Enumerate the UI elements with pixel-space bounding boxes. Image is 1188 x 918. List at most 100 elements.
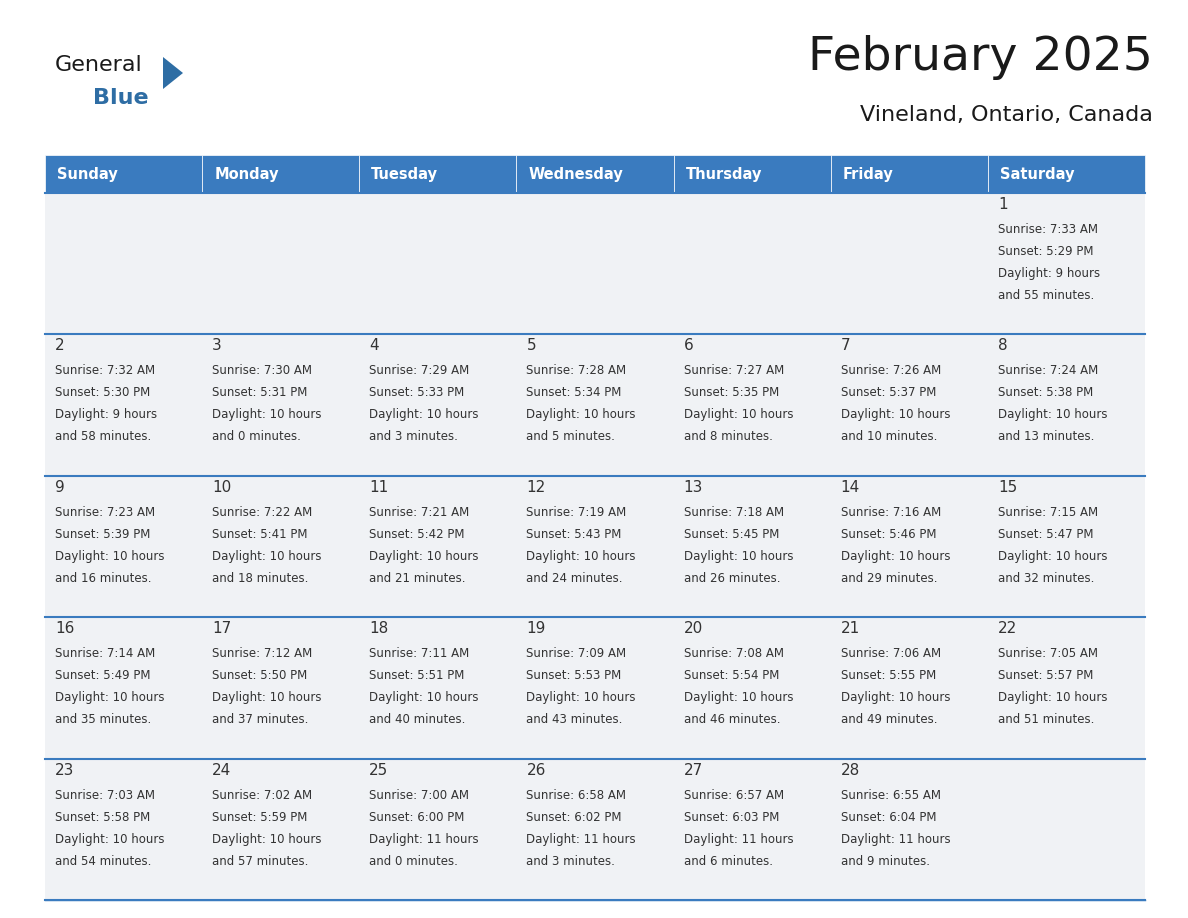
Text: Sunset: 6:03 PM: Sunset: 6:03 PM	[683, 811, 779, 823]
Bar	[517, 476, 674, 504]
Bar	[517, 193, 674, 334]
Bar	[45, 193, 202, 334]
Bar	[674, 193, 830, 334]
Text: 23: 23	[55, 763, 75, 778]
Text: Daylight: 10 hours: Daylight: 10 hours	[213, 550, 322, 563]
Text: and 26 minutes.: and 26 minutes.	[683, 572, 781, 585]
Text: Daylight: 10 hours: Daylight: 10 hours	[369, 409, 479, 421]
Text: Daylight: 10 hours: Daylight: 10 hours	[213, 409, 322, 421]
Bar	[359, 334, 517, 363]
Bar	[674, 334, 830, 363]
Text: Sunset: 5:34 PM: Sunset: 5:34 PM	[526, 386, 621, 399]
Text: Saturday: Saturday	[1000, 166, 1074, 182]
Text: Sunrise: 7:05 AM: Sunrise: 7:05 AM	[998, 647, 1098, 660]
Bar	[202, 617, 359, 758]
Bar	[359, 617, 517, 758]
Text: Sunset: 5:31 PM: Sunset: 5:31 PM	[213, 386, 308, 399]
Text: and 6 minutes.: and 6 minutes.	[683, 855, 772, 868]
Text: Sunrise: 7:08 AM: Sunrise: 7:08 AM	[683, 647, 784, 660]
Text: and 58 minutes.: and 58 minutes.	[55, 431, 151, 443]
Text: 26: 26	[526, 763, 545, 778]
Bar	[45, 334, 202, 476]
Text: Sunrise: 7:32 AM: Sunrise: 7:32 AM	[55, 364, 156, 377]
Text: 3: 3	[213, 339, 222, 353]
Text: 27: 27	[683, 763, 703, 778]
Bar	[830, 758, 988, 900]
Text: and 9 minutes.: and 9 minutes.	[841, 855, 930, 868]
Bar	[45, 617, 202, 758]
Bar	[359, 617, 517, 645]
Bar	[202, 476, 359, 504]
Text: Sunset: 5:37 PM: Sunset: 5:37 PM	[841, 386, 936, 399]
Text: 21: 21	[841, 621, 860, 636]
Text: Friday: Friday	[842, 166, 893, 182]
Text: Daylight: 10 hours: Daylight: 10 hours	[526, 550, 636, 563]
Text: Sunrise: 7:19 AM: Sunrise: 7:19 AM	[526, 506, 627, 519]
Bar	[517, 334, 674, 363]
Text: Daylight: 11 hours: Daylight: 11 hours	[526, 833, 636, 845]
Bar	[359, 476, 517, 504]
Bar	[359, 476, 517, 617]
Text: 25: 25	[369, 763, 388, 778]
Text: 24: 24	[213, 763, 232, 778]
Text: and 49 minutes.: and 49 minutes.	[841, 713, 937, 726]
Text: Sunrise: 6:55 AM: Sunrise: 6:55 AM	[841, 789, 941, 801]
Text: and 54 minutes.: and 54 minutes.	[55, 855, 151, 868]
Text: Wednesday: Wednesday	[529, 166, 624, 182]
Bar	[517, 758, 674, 900]
Bar	[830, 476, 988, 617]
Text: Sunrise: 7:23 AM: Sunrise: 7:23 AM	[55, 506, 156, 519]
Polygon shape	[163, 57, 183, 89]
Text: and 57 minutes.: and 57 minutes.	[213, 855, 309, 868]
Text: 6: 6	[683, 339, 694, 353]
Bar	[988, 476, 1145, 617]
Text: Daylight: 10 hours: Daylight: 10 hours	[526, 409, 636, 421]
Bar	[202, 758, 359, 900]
Bar	[674, 617, 830, 645]
Text: and 40 minutes.: and 40 minutes.	[369, 713, 466, 726]
Text: and 0 minutes.: and 0 minutes.	[369, 855, 459, 868]
Text: and 8 minutes.: and 8 minutes.	[683, 431, 772, 443]
Bar	[674, 476, 830, 617]
Text: Sunset: 5:49 PM: Sunset: 5:49 PM	[55, 669, 151, 682]
Text: Daylight: 10 hours: Daylight: 10 hours	[683, 550, 794, 563]
Bar	[988, 155, 1145, 193]
Text: and 55 minutes.: and 55 minutes.	[998, 289, 1094, 302]
Bar	[45, 155, 202, 193]
Bar	[674, 155, 830, 193]
Text: Sunset: 5:43 PM: Sunset: 5:43 PM	[526, 528, 621, 541]
Text: and 46 minutes.: and 46 minutes.	[683, 713, 781, 726]
Text: Daylight: 10 hours: Daylight: 10 hours	[526, 691, 636, 704]
Text: Sunset: 5:29 PM: Sunset: 5:29 PM	[998, 245, 1093, 258]
Text: and 32 minutes.: and 32 minutes.	[998, 572, 1094, 585]
Bar	[202, 193, 359, 334]
Text: 5: 5	[526, 339, 536, 353]
Text: 13: 13	[683, 480, 703, 495]
Text: Sunrise: 7:16 AM: Sunrise: 7:16 AM	[841, 506, 941, 519]
Text: Daylight: 10 hours: Daylight: 10 hours	[213, 691, 322, 704]
Text: Sunset: 5:35 PM: Sunset: 5:35 PM	[683, 386, 779, 399]
Text: and 18 minutes.: and 18 minutes.	[213, 572, 309, 585]
Bar	[202, 476, 359, 617]
Bar	[517, 476, 674, 617]
Bar	[45, 476, 202, 617]
Text: and 24 minutes.: and 24 minutes.	[526, 572, 623, 585]
Text: 15: 15	[998, 480, 1017, 495]
Text: Sunrise: 7:02 AM: Sunrise: 7:02 AM	[213, 789, 312, 801]
Text: Sunrise: 7:15 AM: Sunrise: 7:15 AM	[998, 506, 1098, 519]
Bar	[202, 334, 359, 476]
Text: 10: 10	[213, 480, 232, 495]
Text: Sunset: 5:38 PM: Sunset: 5:38 PM	[998, 386, 1093, 399]
Text: Daylight: 10 hours: Daylight: 10 hours	[841, 691, 950, 704]
Text: Sunset: 6:02 PM: Sunset: 6:02 PM	[526, 811, 623, 823]
Text: Sunrise: 7:26 AM: Sunrise: 7:26 AM	[841, 364, 941, 377]
Text: Daylight: 10 hours: Daylight: 10 hours	[998, 550, 1107, 563]
Text: Sunday: Sunday	[57, 166, 118, 182]
Text: Daylight: 10 hours: Daylight: 10 hours	[683, 691, 794, 704]
Bar	[674, 758, 830, 900]
Text: and 16 minutes.: and 16 minutes.	[55, 572, 152, 585]
Bar	[45, 758, 202, 900]
Text: Daylight: 10 hours: Daylight: 10 hours	[55, 691, 164, 704]
Text: Sunset: 5:33 PM: Sunset: 5:33 PM	[369, 386, 465, 399]
Text: Vineland, Ontario, Canada: Vineland, Ontario, Canada	[860, 105, 1154, 125]
